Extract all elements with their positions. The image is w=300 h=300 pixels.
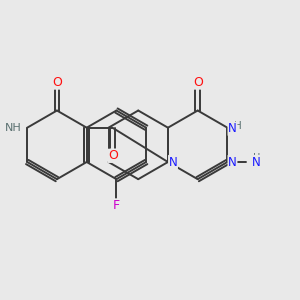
Text: N: N (169, 155, 177, 169)
Text: O: O (108, 149, 118, 162)
Text: NH: NH (5, 123, 22, 133)
Text: N: N (228, 122, 237, 135)
Text: N: N (228, 155, 237, 169)
Text: O: O (194, 76, 203, 89)
Text: O: O (52, 76, 62, 89)
Text: H: H (253, 161, 260, 171)
Text: N: N (251, 155, 260, 169)
Text: F: F (113, 199, 120, 212)
Text: H: H (253, 153, 260, 163)
Text: H: H (234, 121, 241, 131)
